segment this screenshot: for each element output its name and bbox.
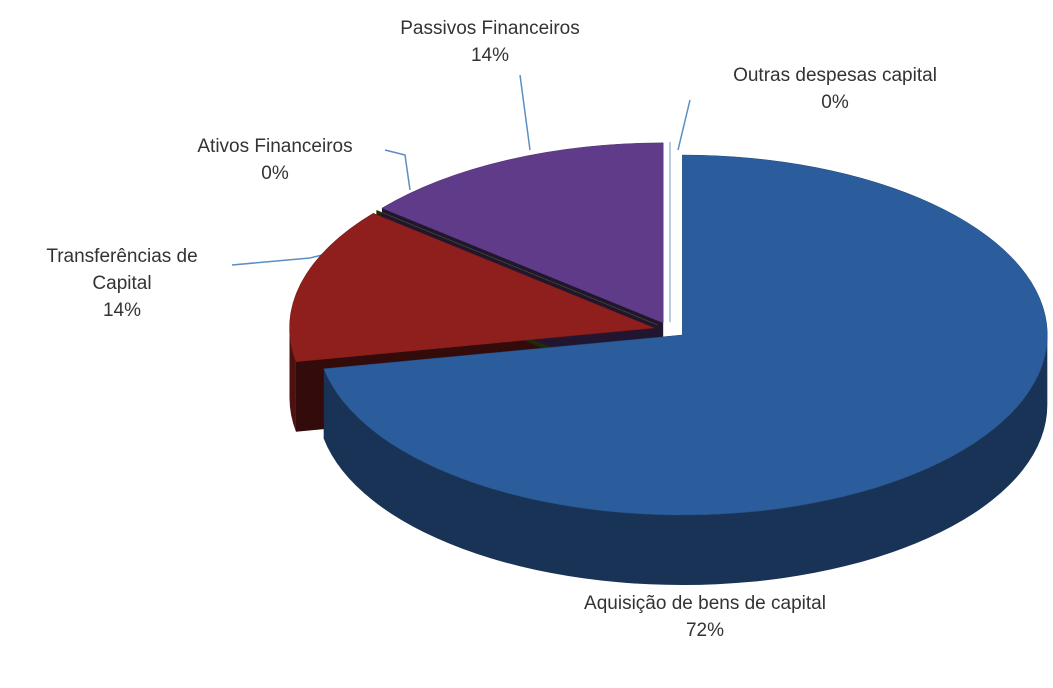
pie-slice [323,154,1048,516]
pie-slice [289,213,655,363]
leader-line [384,149,411,191]
slice-label: Passivos Financeiros 14% [350,15,630,69]
leader-line [231,254,323,266]
pie-tops [289,142,1048,516]
slice-label: Transferências de Capital 14% [17,243,227,324]
leader-line [677,99,691,151]
slice-value-label: 72% [685,620,725,641]
slice-value-label: 14% [470,45,510,66]
slice-category-label: Transferências de Capital [46,246,198,294]
pie-slice-wall [289,328,296,432]
slice-value-label: 0% [261,163,289,184]
leader-lines [231,74,691,266]
slice-label: Aquisição de bens de capital 72% [570,590,840,644]
pie-slice-wall [323,335,1048,586]
pie-walls [289,328,1048,586]
slice-label: Outras despesas capital 0% [675,62,995,116]
slice-value-label: 0% [821,92,849,113]
slice-category-label: Outras despesas capital [733,65,937,86]
slice-value-label: 14% [102,300,142,321]
slice-category-label: Passivos Financeiros [400,18,580,39]
slice-category-label: Aquisição de bens de capital [584,593,826,614]
pie-slice [381,142,664,324]
slice-label: Ativos Financeiros 0% [145,133,405,187]
slice-category-label: Ativos Financeiros [197,136,353,157]
leader-line [519,74,531,151]
